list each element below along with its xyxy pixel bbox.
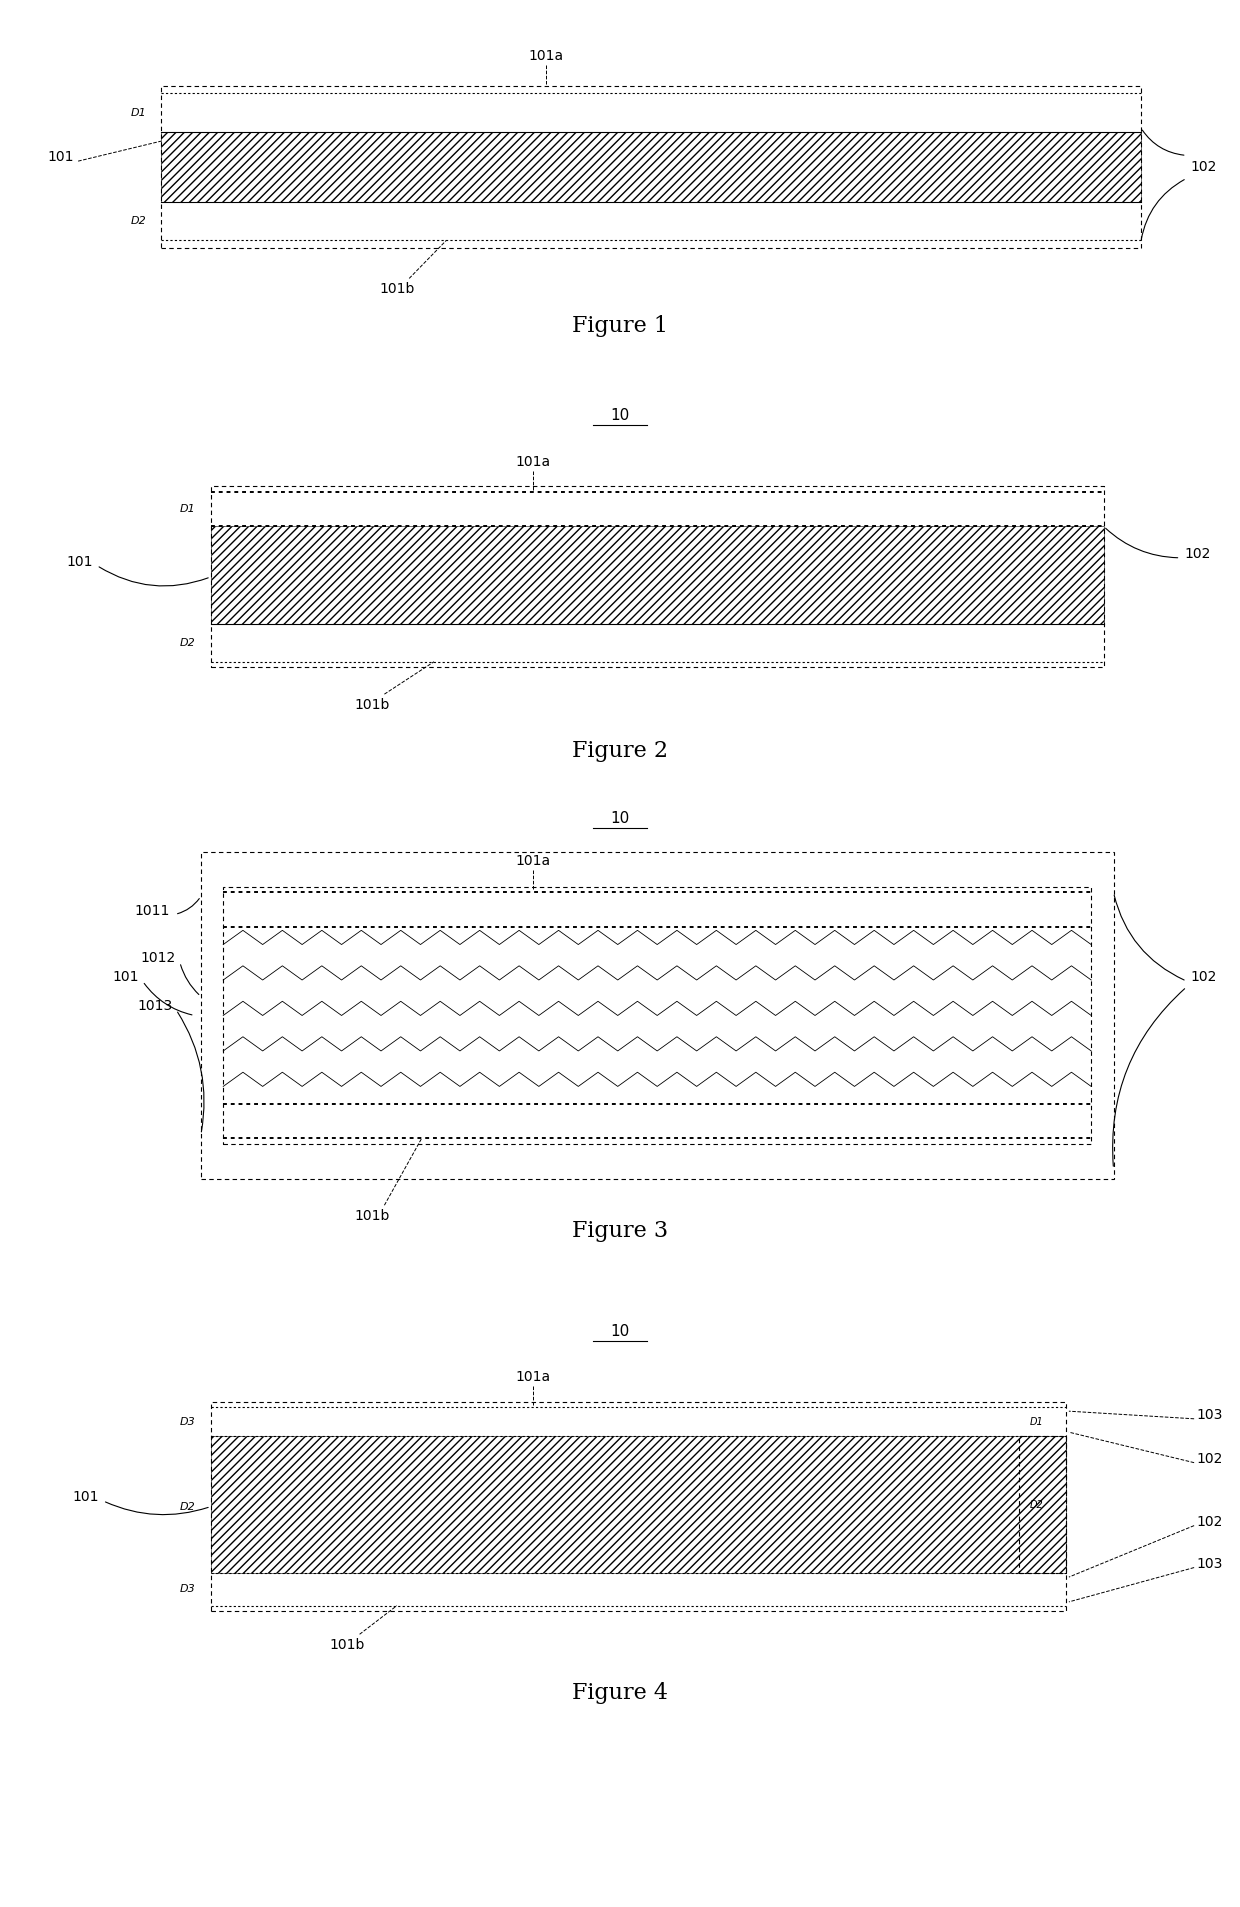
FancyArrowPatch shape [105, 1503, 208, 1514]
Bar [211, 1402, 1066, 1611]
Text: 103: 103 [1197, 1556, 1223, 1571]
FancyArrowPatch shape [1112, 988, 1184, 1167]
FancyArrowPatch shape [144, 984, 192, 1015]
Text: 101b: 101b [355, 698, 389, 711]
FancyArrowPatch shape [1142, 130, 1184, 154]
Text: 10: 10 [610, 1323, 630, 1339]
Bar [223, 887, 1091, 1144]
FancyArrowPatch shape [1115, 894, 1184, 980]
Text: D2: D2 [1029, 1499, 1044, 1510]
Text: 102: 102 [1184, 547, 1210, 561]
Text: 102: 102 [1197, 1514, 1223, 1529]
Text: 101: 101 [73, 1489, 99, 1505]
Text: D2: D2 [180, 1501, 196, 1512]
Text: 101b: 101b [379, 282, 414, 296]
Text: 101: 101 [67, 555, 93, 568]
FancyArrowPatch shape [177, 898, 200, 913]
Text: 102: 102 [1197, 1451, 1223, 1466]
Text: 103: 103 [1197, 1407, 1223, 1423]
Text: Figure 2: Figure 2 [572, 740, 668, 763]
Text: 101a: 101a [528, 50, 563, 63]
Text: 1013: 1013 [138, 999, 172, 1013]
Text: D3: D3 [180, 1417, 196, 1426]
Bar [211, 486, 1104, 667]
Text: D3: D3 [180, 1585, 196, 1594]
Text: 1011: 1011 [134, 904, 170, 917]
Text: 101: 101 [113, 971, 139, 984]
Text: 10: 10 [610, 408, 630, 423]
FancyArrowPatch shape [1141, 179, 1184, 240]
Text: 102: 102 [1190, 971, 1216, 984]
Text: D2: D2 [130, 215, 146, 227]
FancyArrowPatch shape [1106, 528, 1178, 557]
Text: 1012: 1012 [141, 952, 176, 965]
Bar [161, 132, 1141, 202]
Text: D2: D2 [180, 637, 196, 648]
Text: Figure 1: Figure 1 [572, 315, 668, 338]
FancyArrowPatch shape [99, 566, 208, 585]
Text: Figure 4: Figure 4 [572, 1682, 668, 1705]
Text: D1: D1 [130, 107, 146, 118]
Bar [161, 86, 1141, 248]
Text: Figure 3: Figure 3 [572, 1220, 668, 1243]
Text: 101: 101 [48, 151, 74, 164]
FancyArrowPatch shape [181, 965, 198, 995]
Text: 101b: 101b [355, 1209, 389, 1222]
Text: 10: 10 [610, 810, 630, 826]
Text: 101a: 101a [516, 854, 551, 868]
Bar [211, 1436, 1066, 1573]
Bar [1019, 1436, 1066, 1573]
Bar [201, 852, 1114, 1179]
Text: 101a: 101a [516, 456, 551, 469]
Text: D1: D1 [1029, 1417, 1044, 1426]
Text: 101a: 101a [516, 1371, 551, 1384]
Text: 102: 102 [1190, 160, 1216, 174]
Text: D1: D1 [180, 503, 196, 515]
Bar [211, 526, 1104, 624]
FancyArrowPatch shape [177, 1013, 205, 1133]
Text: 101b: 101b [330, 1638, 365, 1651]
